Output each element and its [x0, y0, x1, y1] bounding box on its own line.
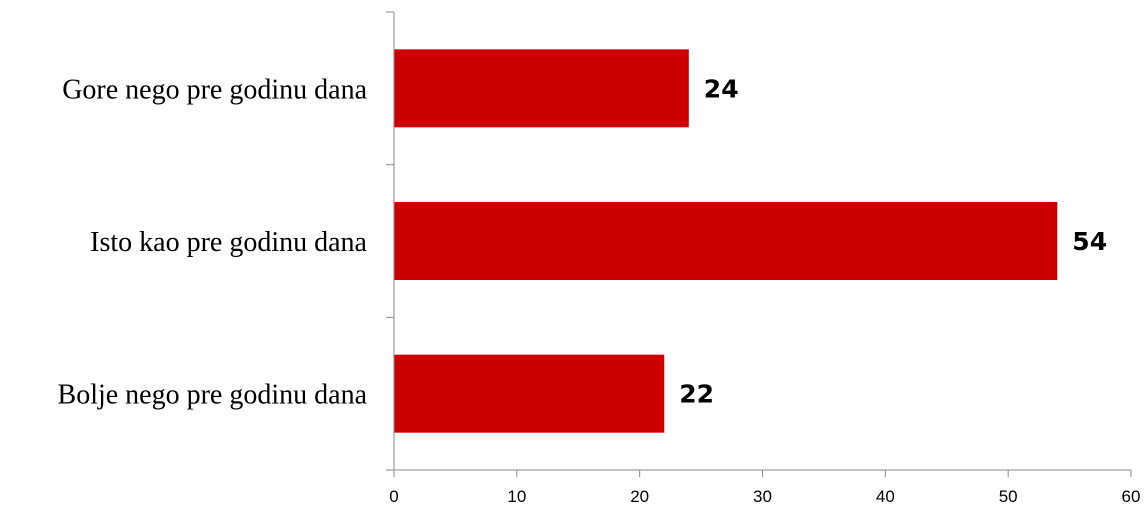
data-label: 54 [1072, 227, 1107, 256]
x-tick-label: 60 [1122, 487, 1141, 506]
data-label: 22 [679, 380, 714, 409]
data-label: 24 [704, 74, 739, 103]
bar [394, 354, 665, 433]
bar [394, 49, 689, 128]
category-label: Isto kao pre godinu dana [90, 227, 367, 258]
x-tick-label: 50 [999, 487, 1018, 506]
category-label: Gore nego pre godinu dana [62, 74, 367, 105]
labels-layer: Gore nego pre godinu dana 24 Isto kao pre … [58, 74, 1141, 506]
x-tick-label: 20 [630, 487, 649, 506]
x-tick-label: 40 [876, 487, 895, 506]
x-tick-label: 10 [507, 487, 526, 506]
ticks-layer [386, 11, 1132, 477]
bar [394, 202, 1058, 280]
x-tick-label: 30 [753, 487, 772, 506]
bars-layer [394, 49, 1058, 433]
category-label: Bolje nego pre godinu dana [58, 380, 368, 411]
x-tick-label: 0 [389, 487, 398, 506]
